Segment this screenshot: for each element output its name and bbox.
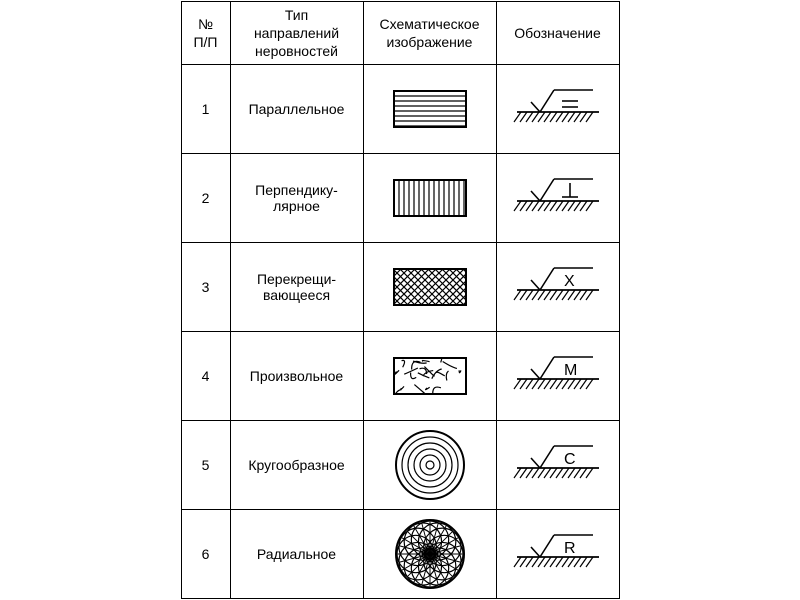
notation-symbol-icon: M bbox=[496, 332, 619, 421]
row-number: 6 bbox=[181, 510, 230, 599]
row-type: Перекрещи-вающееся bbox=[230, 243, 363, 332]
table-row: 4Произвольное M bbox=[181, 332, 619, 421]
table-row: 1Параллельное bbox=[181, 65, 619, 154]
header-row: №П/П Типнаправленийнеровностей Схематиче… bbox=[181, 1, 619, 65]
row-number: 5 bbox=[181, 421, 230, 510]
row-number: 3 bbox=[181, 243, 230, 332]
notation-symbol-icon bbox=[496, 65, 619, 154]
schematic-icon bbox=[363, 65, 496, 154]
surface-lay-table: №П/П Типнаправленийнеровностей Схематиче… bbox=[181, 1, 620, 600]
row-number: 4 bbox=[181, 332, 230, 421]
header-symbol: Обозначение bbox=[496, 1, 619, 65]
notation-symbol-icon bbox=[496, 154, 619, 243]
svg-text:M: M bbox=[564, 362, 577, 379]
row-number: 2 bbox=[181, 154, 230, 243]
row-type: Произвольное bbox=[230, 332, 363, 421]
table-row: 6Радиальное R bbox=[181, 510, 619, 599]
svg-text:X: X bbox=[564, 273, 575, 290]
schematic-icon bbox=[363, 154, 496, 243]
row-type: Радиальное bbox=[230, 510, 363, 599]
row-number: 1 bbox=[181, 65, 230, 154]
schematic-icon bbox=[363, 332, 496, 421]
schematic-icon bbox=[363, 243, 496, 332]
row-type: Параллельное bbox=[230, 65, 363, 154]
svg-text:R: R bbox=[564, 540, 576, 557]
schematic-icon bbox=[363, 510, 496, 599]
table-row: 2Перпендику-лярное bbox=[181, 154, 619, 243]
header-schematic: Схематическоеизображение bbox=[363, 1, 496, 65]
table-row: 5Кругообразное C bbox=[181, 421, 619, 510]
row-type: Перпендику-лярное bbox=[230, 154, 363, 243]
notation-symbol-icon: X bbox=[496, 243, 619, 332]
notation-symbol-icon: R bbox=[496, 510, 619, 599]
header-num: №П/П bbox=[181, 1, 230, 65]
table-row: 3Перекрещи-вающееся X bbox=[181, 243, 619, 332]
svg-text:C: C bbox=[564, 451, 576, 468]
notation-symbol-icon: C bbox=[496, 421, 619, 510]
row-type: Кругообразное bbox=[230, 421, 363, 510]
schematic-icon bbox=[363, 421, 496, 510]
header-type: Типнаправленийнеровностей bbox=[230, 1, 363, 65]
